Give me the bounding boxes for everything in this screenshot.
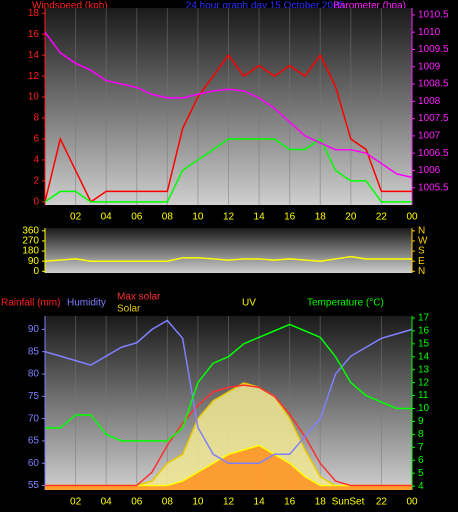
x-tick-label: 18 xyxy=(315,212,327,223)
y-tick-label: 80 xyxy=(28,369,40,380)
chart-title: 24 hour graph day 15 October 2025 xyxy=(186,1,345,12)
barometer-axis-title: Barometer (hpa) xyxy=(333,1,406,12)
y2-tick-label: 12 xyxy=(418,377,430,388)
y2-tick-label: N xyxy=(418,266,425,277)
y-tick-label: 55 xyxy=(28,480,40,491)
plot-area xyxy=(45,228,412,273)
x-tick-label: 08 xyxy=(162,497,174,508)
y2-tick-label: 8 xyxy=(418,429,424,440)
y2-tick-label: 1008.5 xyxy=(418,79,449,90)
x-tick-label: 16 xyxy=(284,212,296,223)
x-tick-label: 04 xyxy=(101,212,113,223)
y2-tick-label: 1010.5 xyxy=(418,10,449,21)
y-tick-label: 180 xyxy=(22,246,39,257)
y-tick-label: 85 xyxy=(28,346,40,357)
legend-entry: UV xyxy=(242,298,256,309)
x-tick-label: 00 xyxy=(406,497,418,508)
x-tick-label: 10 xyxy=(192,497,204,508)
y-tick-label: 16 xyxy=(28,29,40,40)
y-tick-label: 8 xyxy=(33,113,39,124)
y2-tick-label: 14 xyxy=(418,351,430,362)
y-tick-label: 12 xyxy=(28,71,40,82)
wind-axis-title: Windspeed (kph) xyxy=(32,1,108,12)
series-area xyxy=(45,382,412,490)
y2-tick-label: 1007 xyxy=(418,131,441,142)
x-tick-label: 02 xyxy=(70,212,82,223)
y2-tick-label: 1008 xyxy=(418,96,441,107)
y2-tick-label: 15 xyxy=(418,338,430,349)
y-tick-label: 90 xyxy=(28,324,40,335)
x-tick-label: 06 xyxy=(131,497,143,508)
y2-tick-label: 7 xyxy=(418,442,424,453)
y2-tick-label: 1006 xyxy=(418,165,441,176)
series-area xyxy=(45,445,412,490)
x-tick-label: 00 xyxy=(406,212,418,223)
x-tick-label: 14 xyxy=(254,497,266,508)
y2-tick-label: 4 xyxy=(418,481,424,492)
x-tick-label: 04 xyxy=(101,497,113,508)
legend-entry: Max solar xyxy=(117,292,161,303)
y2-tick-label: S xyxy=(418,246,425,257)
rain-axis-title: Rainfall (mm) xyxy=(1,298,60,309)
y2-tick-label: 5 xyxy=(418,468,424,479)
y-tick-label: 70 xyxy=(28,413,40,424)
y2-tick-label: 13 xyxy=(418,364,430,375)
y-tick-label: 6 xyxy=(33,134,39,145)
y2-tick-label: 10 xyxy=(418,403,430,414)
legend-entry: Humidity xyxy=(67,298,106,309)
series-line xyxy=(45,384,412,487)
y2-tick-label: 9 xyxy=(418,416,424,427)
y-tick-label: 90 xyxy=(28,256,40,267)
y-tick-label: 360 xyxy=(22,225,39,236)
y2-tick-label: 1009 xyxy=(418,61,441,72)
series-line xyxy=(44,137,412,203)
y2-tick-label: 1005.5 xyxy=(418,182,449,193)
series-line xyxy=(44,319,413,464)
y-tick-label: 4 xyxy=(33,155,39,166)
legend-entry: Temperature (°C) xyxy=(307,298,384,309)
y2-tick-label: 16 xyxy=(418,326,430,337)
x-tick-label: 02 xyxy=(70,497,82,508)
x-tick-label: 22 xyxy=(376,497,388,508)
y2-tick-label: 11 xyxy=(418,390,429,401)
y-tick-label: 270 xyxy=(22,236,39,247)
y-tick-label: 0 xyxy=(33,266,39,277)
x-tick-label: 20 xyxy=(345,212,357,223)
y-tick-label: 60 xyxy=(28,458,40,469)
y2-tick-label: 1007.5 xyxy=(418,113,449,124)
x-tick-label: 12 xyxy=(223,212,235,223)
series-line xyxy=(44,31,413,179)
x-tick-label: 12 xyxy=(223,497,235,508)
y2-tick-label: E xyxy=(418,256,425,267)
legend-entry: Solar xyxy=(117,304,141,315)
x-tick-label: 18 xyxy=(315,497,327,508)
series-line xyxy=(45,323,412,442)
y2-tick-label: 1006.5 xyxy=(418,148,449,159)
series-line xyxy=(44,53,412,203)
x-tick-label: 14 xyxy=(254,212,266,223)
y-tick-label: 14 xyxy=(28,50,40,61)
y-tick-label: 65 xyxy=(28,436,40,447)
y2-tick-label: N xyxy=(418,225,425,236)
y-tick-label: 2 xyxy=(33,176,39,187)
y2-tick-label: W xyxy=(418,236,428,247)
y2-tick-label: 17 xyxy=(418,313,430,324)
y2-tick-label: 1010 xyxy=(418,27,441,38)
y-tick-label: 75 xyxy=(28,391,40,402)
y-tick-label: 0 xyxy=(33,196,39,207)
series-line xyxy=(44,255,412,262)
x-tick-label: 22 xyxy=(376,212,388,223)
y-tick-label: 18 xyxy=(28,8,40,19)
x-tick-label: 06 xyxy=(131,212,143,223)
x-tick-label: 10 xyxy=(192,212,204,223)
x-tick-label: 16 xyxy=(284,497,296,508)
x-tick-label: 08 xyxy=(162,212,174,223)
y-tick-label: 10 xyxy=(28,92,40,103)
y2-tick-label: 1009.5 xyxy=(418,44,449,55)
y2-tick-label: 6 xyxy=(418,455,424,466)
annotation: SunSet xyxy=(332,497,365,508)
